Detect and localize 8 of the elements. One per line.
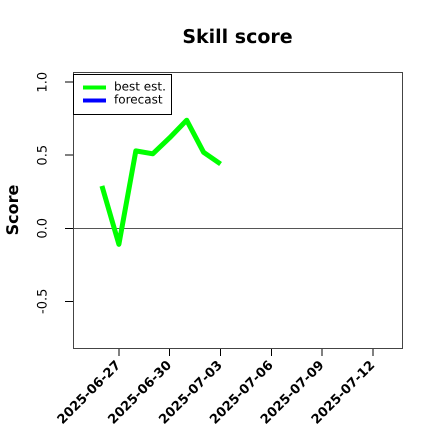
y-tick-label: 0.5 [36, 144, 51, 166]
y-tick-label: 0.0 [36, 218, 51, 239]
y-tick-label: -0.5 [36, 288, 51, 314]
legend-label: forecast [114, 92, 163, 107]
y-tick-label: 1.0 [36, 72, 51, 93]
y-axis-title: Score [2, 184, 22, 236]
chart-title: Skill score [182, 26, 293, 48]
legend-label: best est. [114, 80, 166, 94]
